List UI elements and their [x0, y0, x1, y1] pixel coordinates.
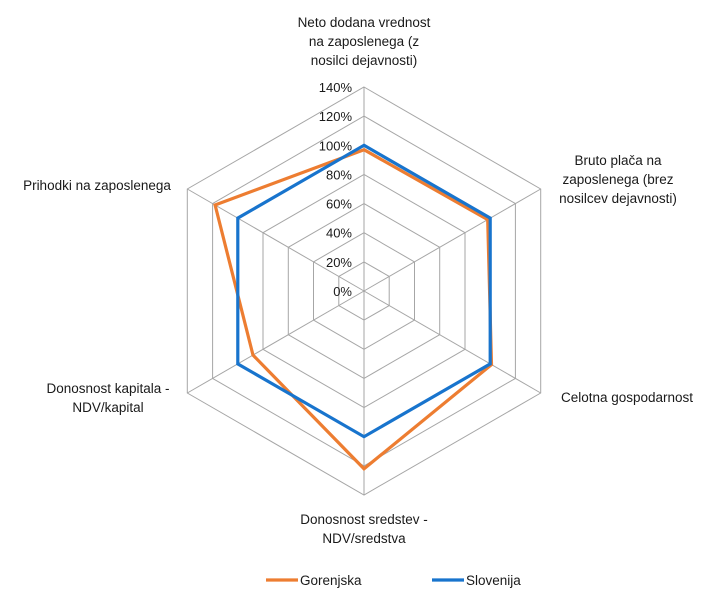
axis-label-2: Celotna gospodarnost [561, 390, 693, 405]
tick-label: 20% [326, 255, 352, 270]
axis-label-line: Donosnost kapitala - [46, 381, 169, 396]
series-line-1 [236, 143, 492, 439]
axis-label-line: Neto dodana vrednost [298, 15, 431, 30]
axis-label-0: Neto dodana vrednost na zaposlenega (z nos… [298, 15, 431, 68]
tick-label: 120% [319, 109, 353, 124]
axis-label-line: Prihodki na zaposlenega [23, 178, 171, 193]
series-line-0 [213, 147, 494, 471]
axis-label-line: NDV/sredstva [322, 531, 406, 546]
legend-label: Slovenija [466, 573, 521, 588]
axis-label-line: nosilci dejavnosti) [311, 53, 418, 68]
axis-label-line: Donosnost sredstev - [300, 512, 428, 527]
axis-label-1: Bruto plača na zaposlenega (brez nosilcev … [559, 153, 677, 206]
tick-label: 0% [333, 284, 352, 299]
radar-series [213, 143, 494, 471]
axis-label-5: Prihodki na zaposlenega [23, 178, 171, 193]
axis-label-line: na zaposlenega (z [309, 34, 420, 49]
tick-label: 100% [319, 138, 353, 153]
axis-label-3: Donosnost sredstev - NDV/sredstva [300, 512, 428, 546]
spoke-1 [363, 188, 541, 292]
tick-label: 60% [326, 197, 352, 212]
legend-item-1: Slovenija [432, 573, 521, 588]
axis-label-line: Bruto plača na [574, 153, 662, 168]
radial-tick-labels: 0% 20% 40% 60% 80% 100% 120% 140% [319, 80, 353, 299]
axis-label-line: Celotna gospodarnost [561, 390, 693, 405]
tick-label: 140% [319, 80, 353, 95]
legend-label: Gorenjska [300, 573, 362, 588]
axis-labels: Neto dodana vrednost na zaposlenega (z nos… [23, 15, 693, 546]
axis-label-line: zaposlenega (brez [562, 172, 673, 187]
legend-item-0: Gorenjska [266, 573, 362, 588]
axis-label-4: Donosnost kapitala - NDV/kapital [46, 381, 169, 415]
spoke-2 [363, 290, 541, 394]
tick-label: 80% [326, 167, 352, 182]
axis-label-line: nosilcev dejavnosti) [559, 191, 677, 206]
legend: Gorenjska Slovenija [266, 573, 521, 588]
spoke-4 [187, 290, 365, 394]
tick-label: 40% [326, 226, 352, 241]
axis-label-line: NDV/kapital [72, 400, 143, 415]
